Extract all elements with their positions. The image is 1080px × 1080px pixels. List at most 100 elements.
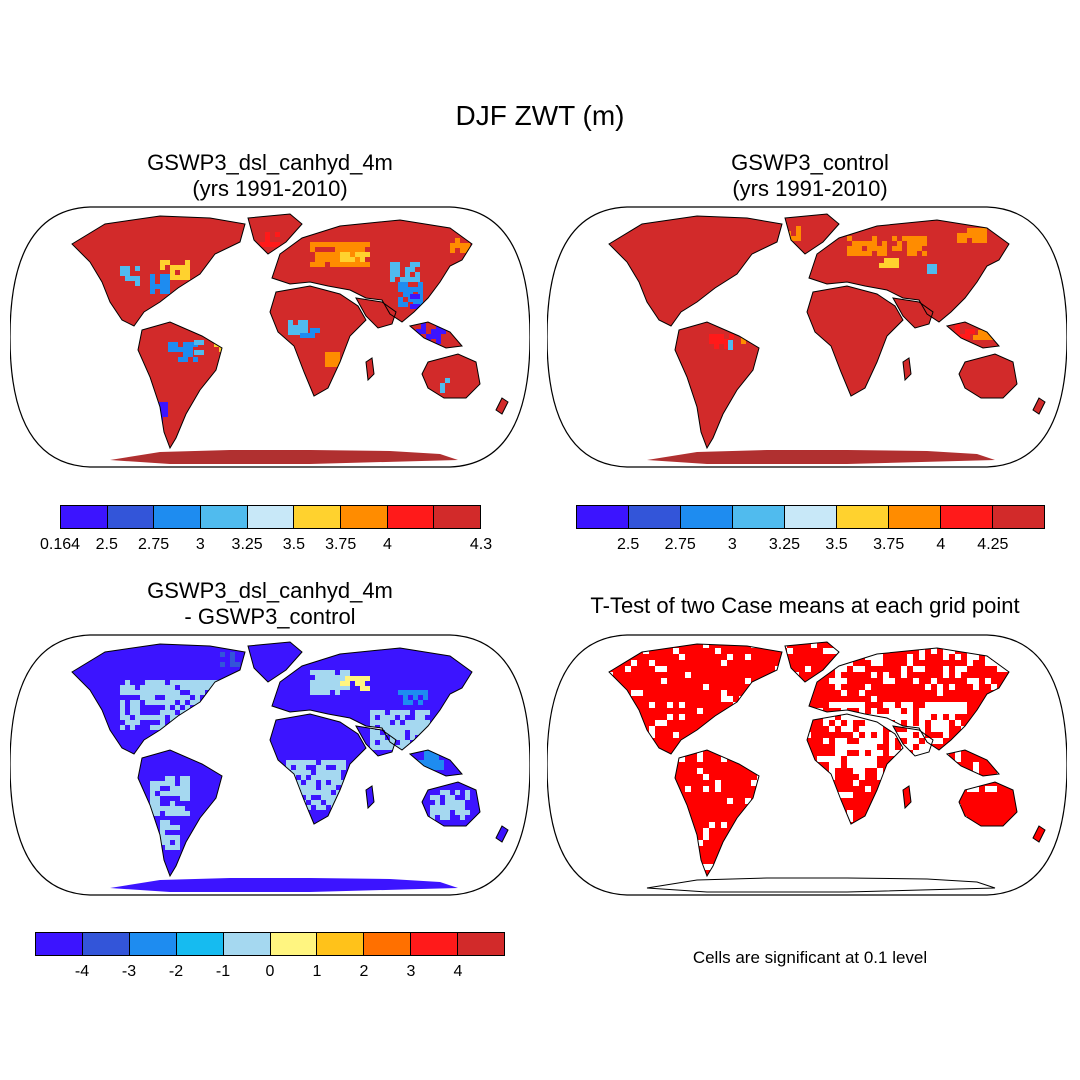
land-africa xyxy=(807,286,903,396)
coastline-maritime xyxy=(945,749,1000,777)
colorbar-label: 2 xyxy=(359,963,369,980)
colorbar-label: 3.75 xyxy=(325,536,357,553)
colorbar-swatch xyxy=(387,506,435,528)
coastline-australia xyxy=(958,353,1018,399)
colorbar-swatch xyxy=(993,506,1044,528)
colorbar-label: 4 xyxy=(453,963,463,980)
colorbar-swatch xyxy=(129,933,177,955)
colorbar-label: 3.25 xyxy=(768,536,801,553)
land-greenland xyxy=(785,214,839,254)
land-antarctica xyxy=(646,877,996,893)
colorbar-swatch xyxy=(733,506,785,528)
coastline-arabia-india xyxy=(892,297,934,329)
field-patches xyxy=(120,652,470,850)
land-madagascar xyxy=(366,786,374,808)
colorbar-label: 4.3 xyxy=(469,536,493,553)
coastline-europe-asia xyxy=(808,219,1010,323)
difference-colorbar-labels: -4 -3 -2 -1 0 1 2 3 4 xyxy=(35,963,505,983)
coastline-greenland xyxy=(784,213,840,255)
case-panel-title: GSWP3_dsl_canhyd_4m (yrs 1991-2010) xyxy=(70,150,470,202)
coastline-europe-asia xyxy=(808,647,1010,751)
colorbar-swatch xyxy=(364,933,412,955)
coastline-greenland xyxy=(784,641,840,683)
coastline-south-america xyxy=(674,749,760,878)
coastline-arabia-india xyxy=(892,725,934,757)
colorbar-label: 3.5 xyxy=(282,536,305,553)
field-patches xyxy=(120,232,470,427)
land-australia xyxy=(422,354,480,398)
ttest-panel-title: T-Test of two Case means at each grid po… xyxy=(555,593,1055,619)
land-madagascar xyxy=(903,358,911,380)
coastline-maritime xyxy=(408,749,463,777)
case-colorbar xyxy=(60,505,481,529)
colorbar-swatch xyxy=(577,506,629,528)
colorbar-label: 3 xyxy=(727,536,737,553)
land-antarctica xyxy=(110,878,458,892)
coastline-greenland xyxy=(247,213,303,255)
coastline-africa xyxy=(269,285,367,397)
land-africa xyxy=(270,286,366,396)
coastline-arabia-india xyxy=(355,725,397,757)
colorbar-label: 2.5 xyxy=(95,536,118,553)
land-greenland xyxy=(248,642,302,682)
colorbar-label: -3 xyxy=(121,963,137,980)
map-border xyxy=(10,634,530,896)
colorbar-swatch xyxy=(341,506,388,528)
control-title-line2: (yrs 1991-2010) xyxy=(732,176,888,201)
difference-panel-title: GSWP3_dsl_canhyd_4m - GSWP3_control xyxy=(70,578,470,630)
colorbar-swatch xyxy=(247,506,295,528)
control-panel-title: GSWP3_control (yrs 1991-2010) xyxy=(610,150,1010,202)
land-north-america xyxy=(72,644,245,754)
land-north-america xyxy=(72,216,245,326)
colorbar-label: 3.25 xyxy=(231,536,263,553)
colorbar-swatch xyxy=(837,506,889,528)
land-new-zealand xyxy=(496,398,508,414)
land-north-america xyxy=(609,216,782,326)
coastline-maritime xyxy=(408,321,463,349)
colorbar-label: 2.5 xyxy=(616,536,640,553)
colorbar-label: 2.75 xyxy=(664,536,696,553)
coastline-new-zealand xyxy=(495,397,509,415)
land-madagascar xyxy=(903,786,911,808)
land-new-zealand xyxy=(496,826,508,842)
map-border xyxy=(547,634,1067,896)
colorbar-swatch xyxy=(82,933,130,955)
colorbar-swatch xyxy=(411,933,459,955)
control-title-line1: GSWP3_control xyxy=(731,150,889,175)
colorbar-label: -1 xyxy=(215,963,231,980)
colorbar-label: -2 xyxy=(168,963,184,980)
coastline-south-america xyxy=(137,749,223,878)
coastline-madagascar xyxy=(902,357,912,382)
colorbar-swatch xyxy=(176,933,224,955)
coastline-north-america xyxy=(71,215,246,327)
coastline-madagascar xyxy=(365,785,375,810)
colorbar-swatch xyxy=(36,933,83,955)
case-title-line2: (yrs 1991-2010) xyxy=(192,176,348,201)
colorbar-swatch xyxy=(61,506,108,528)
colorbar-swatch xyxy=(317,933,365,955)
coastline-europe-asia xyxy=(271,647,473,751)
colorbar-label: 3 xyxy=(195,536,205,553)
colorbar-swatch xyxy=(223,933,271,955)
colorbar-swatch xyxy=(941,506,993,528)
coastline-north-america xyxy=(71,643,246,755)
coastline-madagascar xyxy=(902,785,912,810)
colorbar-swatch xyxy=(294,506,342,528)
coastline-new-zealand xyxy=(495,825,509,843)
coastline-australia xyxy=(421,353,481,399)
colorbar-label: -4 xyxy=(74,963,90,980)
coastline-madagascar xyxy=(365,357,375,382)
colorbar-swatch xyxy=(270,933,318,955)
colorbar-swatch xyxy=(154,506,202,528)
coastline-south-america xyxy=(674,321,760,450)
land-madagascar xyxy=(366,358,374,380)
land-south-america xyxy=(675,322,759,448)
colorbar-swatch xyxy=(629,506,681,528)
coastline-north-america xyxy=(608,215,783,327)
case-colorbar-labels: 0.164 2.5 2.75 3 3.25 3.5 3.75 4 4.3 xyxy=(40,536,492,556)
colorbar-label: 4 xyxy=(382,536,392,553)
land-new-zealand xyxy=(1033,398,1045,414)
colorbar-label: 0 xyxy=(265,963,275,980)
map-border xyxy=(547,206,1067,468)
colorbar-label: 3.5 xyxy=(825,536,848,553)
